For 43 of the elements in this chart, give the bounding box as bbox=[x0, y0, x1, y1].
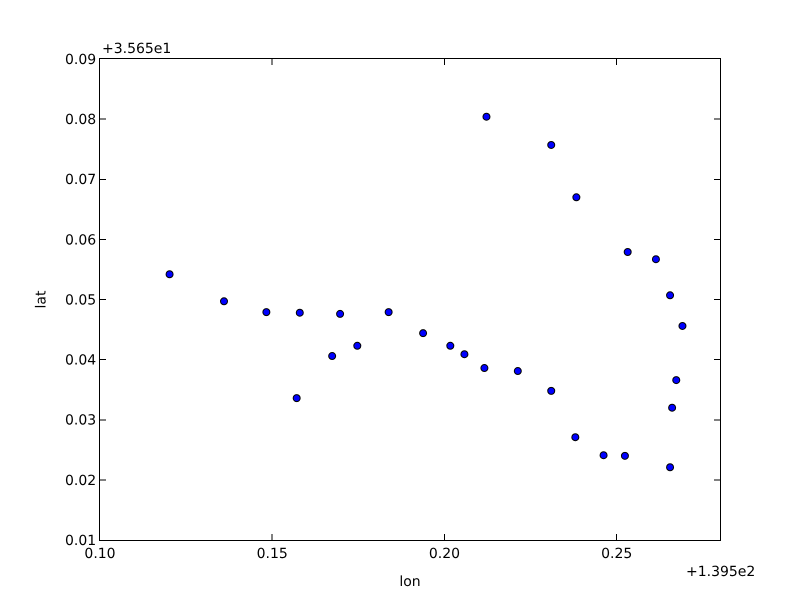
point bbox=[296, 308, 304, 317]
x-axis-title: lon bbox=[399, 574, 421, 590]
point bbox=[328, 352, 336, 360]
point bbox=[652, 255, 660, 264]
y-tick-label: 0.05 bbox=[65, 292, 96, 308]
y-tick-label: 0.03 bbox=[65, 412, 96, 429]
y-tick-label: 0.07 bbox=[65, 172, 96, 188]
point bbox=[571, 433, 580, 442]
point bbox=[547, 140, 556, 149]
point bbox=[166, 270, 174, 278]
point bbox=[292, 394, 301, 402]
y-tick-label: 0.09 bbox=[65, 52, 96, 68]
point bbox=[419, 329, 428, 338]
y-tick-label: 0.06 bbox=[65, 232, 96, 248]
point bbox=[384, 308, 393, 316]
point bbox=[672, 376, 680, 384]
text: +3.565e1 bbox=[102, 41, 172, 57]
point bbox=[262, 308, 270, 316]
point bbox=[446, 342, 454, 350]
point bbox=[572, 193, 580, 202]
point bbox=[482, 112, 490, 121]
point bbox=[666, 463, 674, 472]
y-tick-label: 0.08 bbox=[65, 112, 96, 128]
x-tick-label: 0.20 bbox=[428, 546, 460, 562]
point bbox=[353, 342, 362, 350]
point bbox=[600, 451, 608, 460]
point bbox=[336, 310, 344, 318]
y-axis-title: lat bbox=[34, 290, 50, 308]
point bbox=[460, 350, 468, 358]
text: +1.395e2 bbox=[686, 564, 756, 580]
point bbox=[666, 291, 674, 300]
point bbox=[547, 386, 556, 395]
point bbox=[220, 297, 228, 306]
point bbox=[620, 452, 629, 460]
point bbox=[668, 404, 676, 412]
y-tick-label: 0.04 bbox=[65, 352, 96, 369]
x-tick-label: 0.25 bbox=[601, 546, 632, 562]
point bbox=[678, 322, 686, 330]
point bbox=[624, 248, 632, 256]
y-tick-label: 0.02 bbox=[65, 472, 96, 489]
point bbox=[480, 364, 488, 372]
x-tick-label: 0.15 bbox=[256, 546, 288, 562]
point bbox=[514, 367, 522, 376]
